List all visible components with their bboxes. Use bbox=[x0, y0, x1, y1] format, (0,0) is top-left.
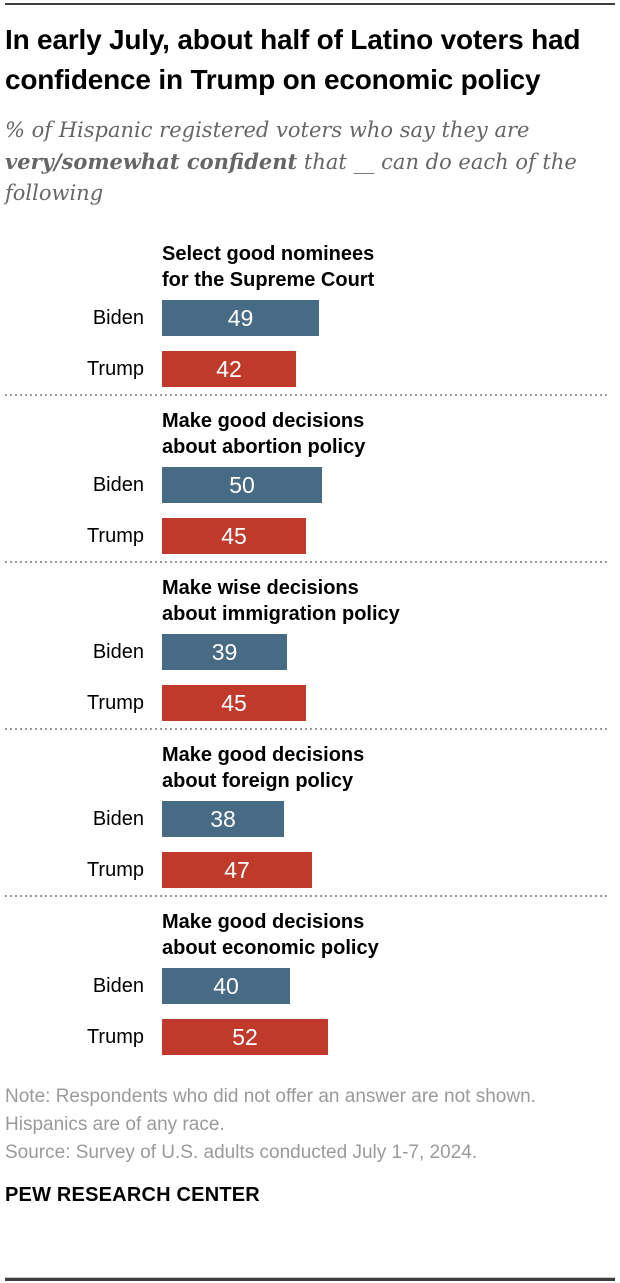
section-title-line2: for the Supreme Court bbox=[162, 269, 375, 291]
section-divider bbox=[5, 394, 608, 396]
bar-value: 38 bbox=[210, 805, 236, 832]
row-label-trump: Trump bbox=[86, 524, 144, 547]
bar-row-biden: Biden 49 bbox=[5, 300, 608, 336]
row-label-biden: Biden bbox=[92, 640, 144, 663]
biden-bar: 38 bbox=[162, 801, 284, 837]
row-label-biden: Biden bbox=[92, 473, 144, 496]
page-subtitle: % of Hispanic registered voters who say … bbox=[5, 115, 590, 209]
bottom-divider bbox=[5, 1277, 615, 1281]
pew-research-center-wordmark: PEW RESEARCH CENTER bbox=[5, 1184, 260, 1206]
chart-section: Make good decisions about foreign policy… bbox=[5, 730, 608, 888]
bar-chart: Select good nominees for the Supreme Cou… bbox=[5, 231, 608, 1055]
section-divider bbox=[5, 728, 608, 730]
bar-row-biden: Biden 38 bbox=[5, 801, 608, 837]
bar-row-biden: Biden 39 bbox=[5, 634, 608, 670]
section-title: Select good nominees for the Supreme Cou… bbox=[162, 241, 608, 293]
page-title: In early July, about half of Latino vote… bbox=[5, 24, 581, 95]
section-title: Make good decisions about economic polic… bbox=[162, 909, 608, 961]
chart-section: Make wise decisions about immigration po… bbox=[5, 563, 608, 721]
bar-value: 49 bbox=[227, 304, 254, 331]
trump-bar: 42 bbox=[162, 351, 296, 387]
chart-section: Make good decisions about abortion polic… bbox=[5, 396, 608, 554]
note-text: Note: Respondents who did not offer an a… bbox=[5, 1086, 536, 1107]
row-label-biden: Biden bbox=[92, 306, 144, 329]
row-label-trump: Trump bbox=[86, 357, 144, 380]
bar-row-trump: Trump 42 bbox=[5, 351, 608, 387]
row-label-trump: Trump bbox=[86, 691, 144, 714]
trump-bar: 45 bbox=[162, 685, 306, 721]
biden-bar: 39 bbox=[162, 634, 287, 670]
section-title-line1: Make good decisions bbox=[162, 911, 365, 933]
row-label-biden: Biden bbox=[92, 807, 144, 830]
trump-bar: 47 bbox=[162, 852, 312, 888]
biden-bar: 49 bbox=[162, 300, 319, 336]
subtitle-suffix: that __ can do each of the following bbox=[5, 150, 577, 205]
trump-bar: 45 bbox=[162, 518, 306, 554]
bar-value: 45 bbox=[221, 689, 247, 716]
section-title: Make good decisions about foreign policy bbox=[162, 742, 608, 794]
chart-section: Select good nominees for the Supreme Cou… bbox=[5, 231, 608, 387]
bar-row-trump: Trump 52 bbox=[5, 1019, 608, 1055]
bar-row-trump: Trump 47 bbox=[5, 852, 608, 888]
section-divider bbox=[5, 895, 608, 897]
bar-row-biden: Biden 50 bbox=[5, 467, 608, 503]
footer: Note: Respondents who did not offer an a… bbox=[5, 1083, 608, 1207]
bar-row-trump: Trump 45 bbox=[5, 685, 608, 721]
content: In early July, about half of Latino vote… bbox=[0, 20, 620, 1207]
note-text-2: Hispanics are of any race. bbox=[5, 1114, 225, 1135]
section-title-line1: Make good decisions bbox=[162, 410, 365, 432]
trump-bar: 52 bbox=[162, 1019, 328, 1055]
chart-section: Make good decisions about economic polic… bbox=[5, 897, 608, 1055]
bar-row-trump: Trump 45 bbox=[5, 518, 608, 554]
bar-value: 47 bbox=[224, 856, 250, 883]
bar-row-biden: Biden 40 bbox=[5, 968, 608, 1004]
source-text: Source: Survey of U.S. adults conducted … bbox=[5, 1142, 478, 1163]
bar-value: 50 bbox=[229, 471, 255, 498]
biden-bar: 50 bbox=[162, 467, 322, 503]
section-title-line2: about immigration policy bbox=[162, 603, 400, 625]
bar-value: 42 bbox=[216, 355, 242, 382]
section-title-line1: Make good decisions bbox=[162, 744, 365, 766]
section-title-line1: Select good nominees bbox=[162, 243, 375, 265]
bar-value: 40 bbox=[213, 972, 239, 999]
bar-value: 45 bbox=[221, 522, 247, 549]
bar-value: 52 bbox=[232, 1023, 258, 1050]
row-label-biden: Biden bbox=[92, 974, 144, 997]
section-title-line2: about economic policy bbox=[162, 937, 379, 959]
page: { "header": { "title": "In early July, a… bbox=[0, 3, 620, 1283]
biden-bar: 40 bbox=[162, 968, 290, 1004]
subtitle-emphasis: very/somewhat confident bbox=[5, 149, 298, 174]
section-title-line2: about foreign policy bbox=[162, 770, 354, 792]
row-label-trump: Trump bbox=[86, 858, 144, 881]
bar-value: 39 bbox=[211, 638, 238, 665]
subtitle-prefix: % of Hispanic registered voters who say … bbox=[5, 118, 530, 142]
section-divider bbox=[5, 561, 608, 563]
section-title: Make good decisions about abortion polic… bbox=[162, 408, 608, 460]
section-title-line2: about abortion policy bbox=[162, 436, 366, 458]
section-title-line1: Make wise decisions bbox=[162, 577, 359, 599]
section-title: Make wise decisions about immigration po… bbox=[162, 575, 608, 627]
row-label-trump: Trump bbox=[86, 1025, 144, 1048]
top-divider bbox=[5, 3, 615, 5]
